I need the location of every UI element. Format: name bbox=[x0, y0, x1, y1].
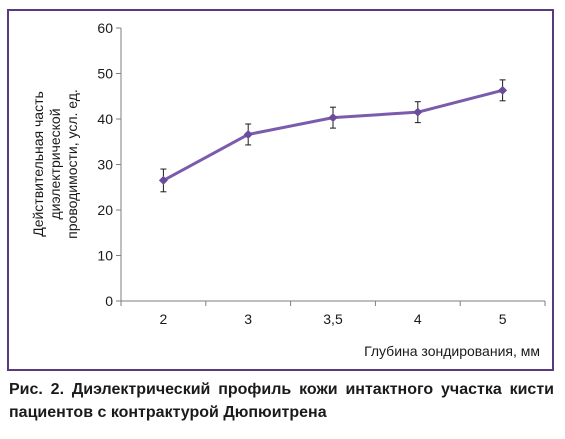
chart-frame bbox=[7, 9, 554, 371]
x-tick-label: 3 bbox=[244, 311, 252, 327]
y-tick-label: 0 bbox=[105, 293, 113, 309]
y-tick-label: 50 bbox=[97, 66, 113, 82]
y-tick-label: 30 bbox=[97, 157, 113, 173]
y-tick-label: 40 bbox=[97, 111, 113, 127]
y-axis-label-line: Действительная часть bbox=[30, 91, 46, 237]
series bbox=[158, 79, 508, 193]
chart-axes bbox=[116, 27, 546, 306]
y-axis-label-line: проводимости, усл. ед. bbox=[64, 89, 80, 239]
figure-caption: Рис. 2. Диэлектрический профиль кожи инт… bbox=[9, 381, 554, 421]
y-axis-label: Действительная частьдиэлектрическойпрово… bbox=[30, 89, 80, 239]
data-point bbox=[328, 113, 338, 123]
x-tick-labels: 2 3 3,5 4 5 bbox=[160, 311, 507, 327]
y-tick-label: 10 bbox=[97, 248, 113, 264]
x-tick-label: 4 bbox=[414, 311, 422, 327]
x-tick-label: 3,5 bbox=[323, 311, 343, 327]
y-axis-label-line: диэлектрической bbox=[47, 108, 63, 219]
data-point bbox=[158, 175, 168, 185]
series-line bbox=[161, 88, 505, 182]
x-tick-label: 5 bbox=[499, 311, 507, 327]
x-axis-label: Глубина зондирования, мм bbox=[364, 343, 540, 359]
data-point bbox=[413, 107, 423, 117]
y-tick-label: 60 bbox=[97, 20, 113, 36]
x-tick-label: 2 bbox=[160, 311, 168, 327]
y-tick-labels: 0 10 20 30 40 50 60 bbox=[97, 20, 113, 309]
data-point bbox=[243, 129, 253, 139]
data-point bbox=[498, 85, 508, 95]
y-tick-label: 20 bbox=[97, 202, 113, 218]
